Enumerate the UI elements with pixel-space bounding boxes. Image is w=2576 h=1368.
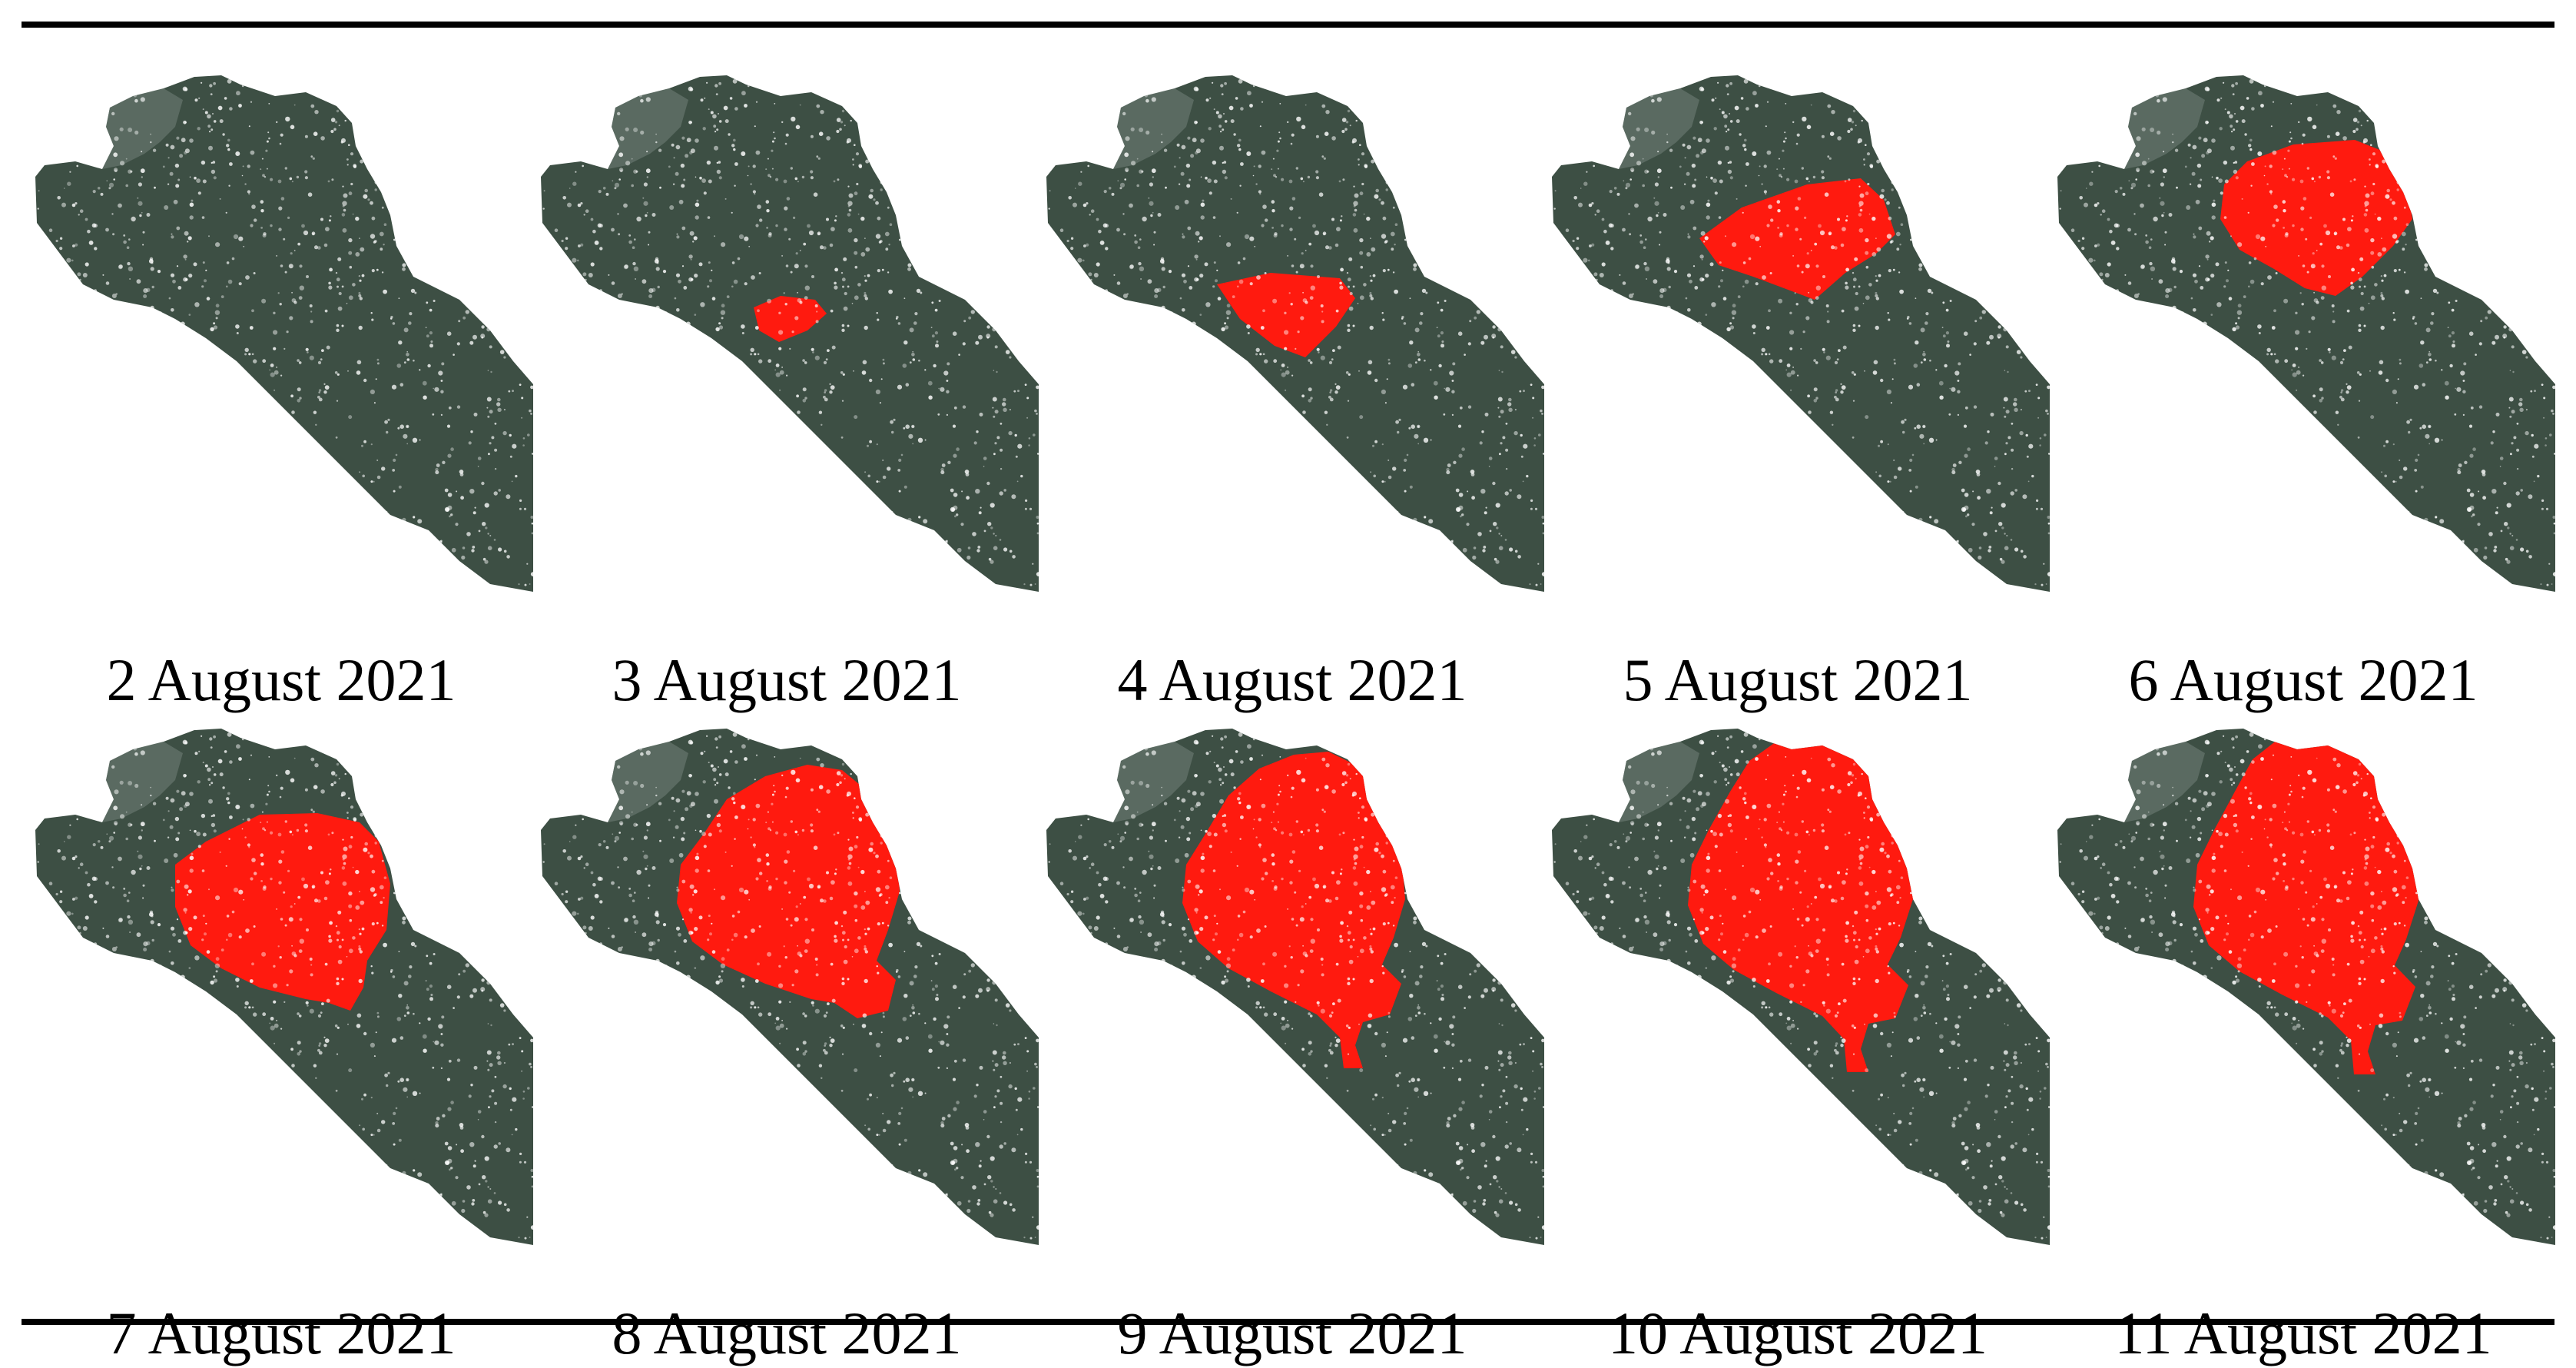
map-svg-9 — [1552, 729, 2050, 1245]
date-caption-6: 7 August 2021 — [106, 1300, 456, 1366]
bottom-rule — [22, 1319, 2554, 1325]
burned-area-2 — [754, 296, 827, 342]
burn-map-4 — [1546, 54, 2050, 592]
bare-area-10 — [2124, 742, 2205, 822]
bare-area-5 — [2124, 88, 2205, 169]
burned-area-6 — [175, 813, 390, 1011]
map-svg-1 — [35, 75, 533, 592]
burned-area-3 — [1217, 273, 1355, 357]
burn-map-8 — [1040, 707, 1544, 1245]
map-svg-4 — [1552, 75, 2050, 592]
date-caption-10: 11 August 2021 — [2114, 1300, 2492, 1366]
map-panel-8: 9 August 2021 — [1040, 54, 1544, 1366]
bare-area-7 — [608, 742, 688, 822]
date-caption-5: 6 August 2021 — [2128, 646, 2478, 713]
map-svg-7 — [541, 729, 1039, 1245]
map-panel-3: 4 August 2021 — [1040, 54, 1544, 713]
date-caption-4: 5 August 2021 — [1623, 646, 1973, 713]
date-caption-9: 10 August 2021 — [1607, 1300, 1988, 1366]
burn-map-5 — [2051, 54, 2555, 592]
map-panel-9: 10 August 2021 — [1546, 54, 2050, 1366]
burn-map-3 — [1040, 54, 1544, 592]
forest-land-5 — [2057, 75, 2555, 592]
burned-area-7 — [677, 765, 900, 1018]
burned-area-8 — [1182, 752, 1405, 1068]
bare-area-4 — [1619, 88, 1699, 169]
burned-area-5 — [2220, 140, 2412, 296]
date-caption-1: 2 August 2021 — [106, 646, 456, 713]
burn-map-9 — [1546, 707, 2050, 1245]
burn-map-2 — [535, 54, 1039, 592]
map-svg-2 — [541, 75, 1039, 592]
burn-map-10 — [2051, 707, 2555, 1245]
bare-area-8 — [1113, 742, 1194, 822]
date-caption-8: 9 August 2021 — [1117, 1300, 1467, 1366]
bare-area-2 — [608, 88, 688, 169]
forest-land-1 — [35, 75, 533, 592]
bare-area-9 — [1619, 742, 1699, 822]
map-panel-2: 3 August 2021 — [535, 54, 1039, 713]
bare-area-6 — [102, 742, 183, 822]
map-svg-8 — [1046, 729, 1544, 1245]
burned-area-10 — [2193, 729, 2419, 1074]
burn-map-7 — [535, 707, 1039, 1245]
map-panel-6: 7 August 2021 — [29, 54, 533, 1366]
burn-map-1 — [29, 54, 533, 592]
map-panel-4: 5 August 2021 — [1546, 54, 2050, 713]
map-panel-7: 8 August 2021 — [535, 54, 1039, 1366]
date-caption-3: 4 August 2021 — [1117, 646, 1467, 713]
bare-area-3 — [1113, 88, 1194, 169]
map-panel-1: 2 August 2021 — [29, 54, 533, 713]
bare-area-1 — [102, 88, 183, 169]
map-panel-5: 6 August 2021 — [2051, 54, 2555, 713]
burn-map-6 — [29, 707, 533, 1245]
date-caption-7: 8 August 2021 — [612, 1300, 962, 1366]
map-panel-10: 11 August 2021 — [2051, 54, 2555, 1366]
top-rule — [22, 22, 2554, 28]
map-svg-6 — [35, 729, 533, 1245]
map-svg-3 — [1046, 75, 1544, 592]
forest-land-4 — [1552, 75, 2050, 592]
map-svg-10 — [2057, 729, 2555, 1245]
date-caption-2: 3 August 2021 — [612, 646, 962, 713]
map-svg-5 — [2057, 75, 2555, 592]
burned-area-9 — [1688, 730, 1913, 1072]
